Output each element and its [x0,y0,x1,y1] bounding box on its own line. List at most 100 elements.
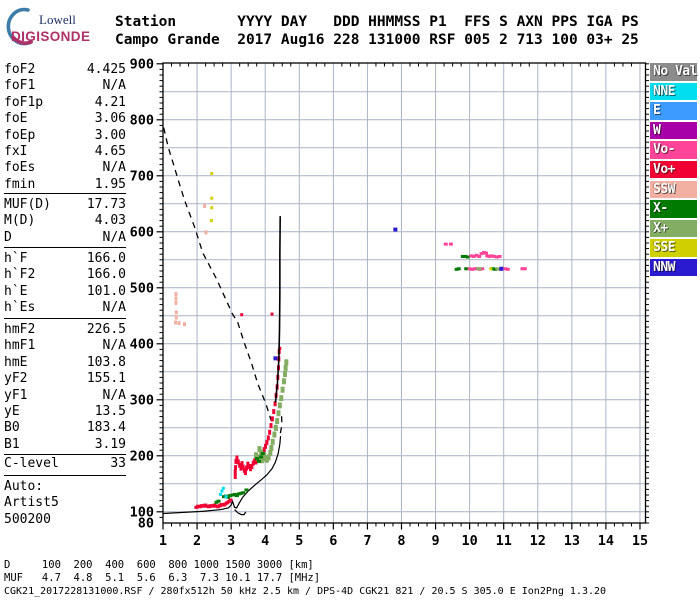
param-row: h`F 166.0 [4,251,126,267]
param-name: hmF2 [4,322,36,337]
param-row: D N/A [4,230,126,246]
y-axis-tick-label: 500 [130,280,154,296]
param-name: MUF(D) [4,197,51,212]
param-row: fmin 1.95 [4,177,126,193]
y-axis-tick-label: 300 [130,392,154,408]
trace-nne-marks [219,486,228,499]
param-value: 103.8 [86,354,126,370]
x-axis-tick-label: 13 [564,533,580,549]
y-axis-tick-label: 900 [130,56,154,72]
x-axis-tick-label: 9 [431,533,439,549]
y-axis-tick-label: 80 [138,516,154,532]
x-axis-tick-label: 5 [295,533,303,549]
param-value: 155.1 [86,371,126,387]
trace-sse-marks [209,172,493,271]
param-name: hmF1 [4,338,36,354]
legend-item-vo+: Vo+ [650,160,697,179]
param-row: hmE 103.8 [4,355,126,371]
axis-labels: 1 2 3 4 5 6 7 8 9 10 11 12 13 14 151002003004005006007… [130,56,649,549]
param-name: B1 [4,436,20,452]
x-axis-tick-label: 2 [193,533,201,549]
param-value: 4.21 [94,94,126,110]
y-axis-tick-label: 100 [130,504,154,520]
foF2-asymptote-trace [274,216,282,403]
x-axis-tick-label: 7 [363,533,371,549]
plot-border [162,62,647,524]
trace-vo+-o-mode-e-trace [194,498,233,509]
param-row: M(D) 4.03 [4,213,126,229]
param-name: foF2 [4,62,36,77]
param-row: foEs N/A [4,160,126,176]
param-row: foF1p 4.21 [4,95,126,111]
x-axis-tick-label: 14 [598,533,614,549]
lowell-digisonde-logo: Lowell DIGISONDE [6,7,90,46]
param-row: B1 3.19 [4,437,126,453]
param-row: h`F2 166.0 [4,267,126,283]
param-value: N/A [102,387,126,403]
param-name: foF1p [4,94,44,110]
x-axis-tick-label: 3 [227,533,235,549]
param-name: foE [4,111,28,127]
param-section-virtual-heights: h`F 166.0 h`F2 166.0 h`E 101.0 h`Es N/A [4,251,126,319]
station-header-row1: Station YYYY DAY DDD HHMMSS P1 FFS S AXN… [115,14,639,30]
param-value: 183.4 [86,420,126,436]
param-name: h`Es [4,300,36,316]
param-name: 500200 [4,511,51,527]
param-value: 4.03 [94,213,126,229]
param-section-frequencies: foF2 4.425 foF1 N/A foF1p 4.21 foE 3.06 foEp 3.00… [4,62,126,194]
legend-item-x+: X+ [650,219,697,238]
station-header-row2: Campo Grande 2017 Aug16 228 131000 RSF 0… [115,32,639,48]
param-value: 33 [110,456,126,471]
param-value: 101.0 [86,283,126,299]
param-row: hmF1 N/A [4,338,126,354]
legend-item-nne: NNE [650,82,697,101]
param-name: yE [4,404,20,420]
param-value: 166.0 [86,267,126,283]
param-row: foEp 3.00 [4,128,126,144]
param-row: foF2 4.425 [4,62,126,78]
param-section-muf: MUF(D) 17.73 M(D) 4.03 D N/A [4,197,126,248]
param-value: 4.65 [94,144,126,160]
param-value: 1.95 [94,176,126,192]
legend-item-w: W [650,121,697,140]
param-row: yE 13.5 [4,404,126,420]
param-name: yF2 [4,371,28,387]
legend-item-x-: X- [650,200,697,218]
axis-ticks [156,63,649,530]
param-value: N/A [102,78,126,94]
param-name: Artist5 [4,495,59,511]
param-name: C-level [4,456,59,471]
param-row: Artist5 [4,495,126,511]
param-value: 3.00 [94,127,126,143]
param-value: 166.0 [86,251,126,266]
param-value: 3.19 [94,436,126,452]
y-axis-tick-label: 200 [130,448,154,464]
param-row: foF1 N/A [4,78,126,94]
logo-lowell-text: Lowell [39,12,76,27]
asymptote-layer [274,216,282,403]
trace-vo--marks [443,242,527,271]
x-axis-tick-label: 12 [530,533,546,549]
y-axis-tick-label: 600 [130,224,154,240]
station-header: Station YYYY DAY DDD HHMMSS P1 FFS S AXN… [115,13,639,49]
param-row: B0 183.4 [4,420,126,436]
param-row: h`Es N/A [4,300,126,316]
param-name: fxI [4,144,28,160]
legend-item-e: E [650,102,697,120]
param-value: N/A [102,338,126,354]
param-value: N/A [102,229,126,245]
param-name: hmE [4,354,28,370]
echo-traces [174,172,527,509]
param-name: h`E [4,283,28,299]
true-height-profile [162,436,282,515]
x-axis-tick-label: 8 [397,533,405,549]
param-name: foEp [4,127,36,143]
param-value: 226.5 [86,322,126,337]
param-row: yF1 N/A [4,388,126,404]
param-name: h`F [4,251,28,266]
param-value: 17.73 [86,197,126,212]
param-value: N/A [102,300,126,316]
param-row: fxI 4.65 [4,144,126,160]
param-section-autoscaler: Auto: Artist5 500200 [4,479,126,528]
